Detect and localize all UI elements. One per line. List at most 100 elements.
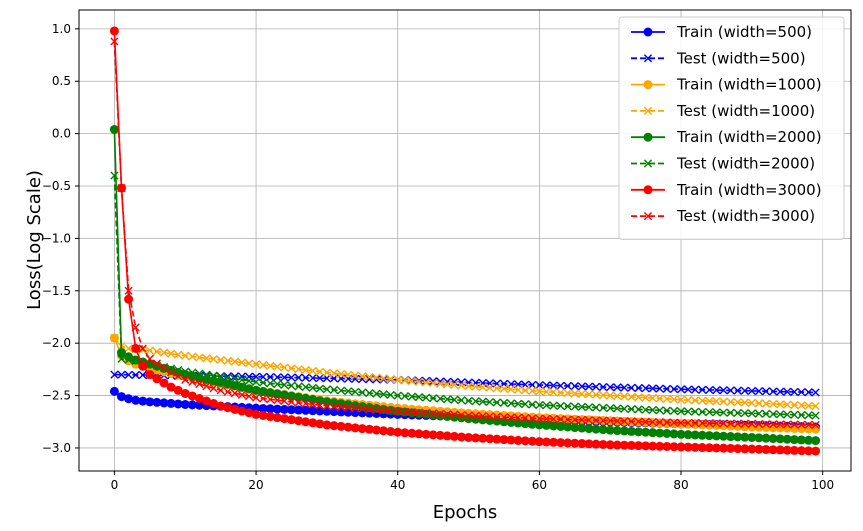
legend-entry: Test (width=500) xyxy=(631,49,806,67)
data-point xyxy=(379,375,388,384)
data-point xyxy=(768,434,778,444)
data-point xyxy=(273,380,282,389)
data-point xyxy=(556,415,565,424)
data-point xyxy=(273,373,282,382)
data-point xyxy=(521,386,530,395)
data-point xyxy=(577,423,587,433)
data-point xyxy=(811,411,820,420)
data-point xyxy=(783,420,792,429)
data-point xyxy=(195,379,204,389)
data-point xyxy=(421,429,431,439)
data-point xyxy=(194,393,204,403)
data-point xyxy=(691,396,700,405)
data-point xyxy=(584,424,594,434)
data-point xyxy=(109,386,119,396)
data-point xyxy=(400,376,409,385)
data-point xyxy=(591,424,601,434)
data-point xyxy=(648,393,657,403)
data-point xyxy=(287,397,296,406)
data-point xyxy=(655,418,664,427)
data-point xyxy=(733,398,742,407)
data-point xyxy=(294,416,304,426)
data-point xyxy=(159,378,169,388)
data-point xyxy=(811,388,820,397)
data-point xyxy=(251,393,261,402)
data-point xyxy=(570,389,579,398)
data-point xyxy=(131,356,140,366)
data-point xyxy=(485,383,494,392)
data-point xyxy=(365,405,374,414)
data-point xyxy=(783,387,792,396)
data-point xyxy=(174,372,183,381)
data-point xyxy=(698,407,707,417)
data-point xyxy=(705,408,714,417)
data-point xyxy=(280,373,289,382)
data-point xyxy=(563,415,572,424)
data-point xyxy=(407,428,417,438)
data-point xyxy=(244,392,254,401)
legend-entry: Train (width=3000) xyxy=(631,181,822,199)
data-point xyxy=(506,413,516,422)
data-point xyxy=(690,442,700,452)
data-point xyxy=(407,392,416,401)
data-point xyxy=(117,184,126,193)
legend-label: Test (width=3000) xyxy=(676,207,815,225)
data-point xyxy=(584,403,594,412)
data-point xyxy=(450,395,459,404)
data-point xyxy=(606,404,615,413)
legend-marker xyxy=(643,27,653,37)
y-tick-label: −1.0 xyxy=(42,231,71,245)
data-point xyxy=(152,359,162,368)
data-point xyxy=(542,381,551,390)
data-point xyxy=(145,354,154,363)
data-point xyxy=(719,419,728,428)
data-point xyxy=(159,398,169,408)
data-point xyxy=(591,403,601,412)
data-point xyxy=(761,399,771,408)
data-point xyxy=(294,365,303,374)
data-point xyxy=(315,406,325,416)
data-point xyxy=(761,444,771,454)
data-point xyxy=(669,429,679,439)
data-point xyxy=(322,401,331,411)
data-point xyxy=(620,383,629,392)
data-point xyxy=(599,416,608,425)
data-point xyxy=(563,402,572,411)
data-point xyxy=(626,426,636,436)
data-point xyxy=(280,396,289,406)
data-point xyxy=(712,419,721,428)
data-point xyxy=(407,408,416,417)
data-point xyxy=(655,428,665,438)
data-point xyxy=(577,382,586,391)
data-point xyxy=(492,398,501,407)
data-point xyxy=(570,415,579,424)
data-point xyxy=(733,419,742,428)
data-point xyxy=(591,390,601,399)
data-point xyxy=(591,382,601,391)
data-point xyxy=(336,386,346,395)
data-point xyxy=(301,399,310,408)
data-point xyxy=(527,419,537,429)
data-point xyxy=(627,383,636,392)
data-point xyxy=(152,374,162,384)
data-point xyxy=(754,433,764,443)
data-point xyxy=(109,124,119,134)
data-point xyxy=(287,373,296,382)
data-point xyxy=(471,382,480,391)
data-point xyxy=(393,427,403,437)
data-point xyxy=(287,381,296,390)
data-point xyxy=(308,383,317,392)
y-tick-label: 0.0 xyxy=(52,127,71,141)
data-point xyxy=(726,408,735,417)
data-point xyxy=(705,385,714,395)
data-point xyxy=(669,395,679,404)
data-point xyxy=(584,439,594,449)
legend-marker xyxy=(643,212,653,221)
data-point xyxy=(478,412,487,421)
data-point xyxy=(655,394,664,403)
data-point xyxy=(669,384,679,394)
data-point xyxy=(747,409,756,418)
legend-label: Test (width=2000) xyxy=(676,155,815,173)
data-point xyxy=(804,411,813,420)
data-point xyxy=(811,424,821,434)
